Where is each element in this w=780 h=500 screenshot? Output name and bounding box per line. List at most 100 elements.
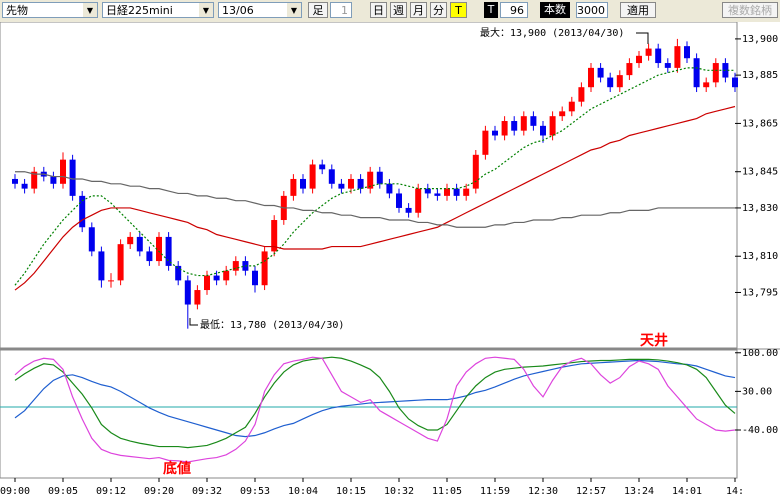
x-tick-label: 09:12 xyxy=(96,486,126,497)
y-tick-label: 13,885 xyxy=(742,70,778,81)
x-tick-label: 14: xyxy=(726,486,744,497)
series-line xyxy=(14,359,736,438)
candle-body xyxy=(31,171,38,189)
multi-button[interactable]: 複数銘柄 xyxy=(722,2,778,18)
candle-body xyxy=(511,121,518,131)
x-tick-label: 09:20 xyxy=(144,486,174,497)
series-line xyxy=(14,356,736,463)
top-annotation: 天井 xyxy=(640,332,668,349)
x-tick-label: 12:57 xyxy=(576,486,606,497)
candle-body xyxy=(520,116,527,131)
max-annotation: 最大：13,900 (2013/04/30) xyxy=(480,26,624,39)
candle-body xyxy=(348,178,354,189)
candle-body xyxy=(501,121,508,136)
symbol-select[interactable]: 日経225mini xyxy=(102,2,214,18)
candle-body xyxy=(12,178,18,184)
y-tick-label: 13,810 xyxy=(742,251,778,262)
candle-body xyxy=(616,75,623,88)
candle-body xyxy=(88,227,95,252)
min-annotation: 最低：13,780 (2013/04/30) xyxy=(200,318,344,331)
y-tick-label: 13,795 xyxy=(742,287,778,298)
x-tick-label: 09:00 xyxy=(0,486,30,497)
bars-input[interactable]: 3000 xyxy=(576,2,608,18)
x-tick-label: 14:01 xyxy=(672,486,702,497)
bottom-annotation: 底値 xyxy=(163,460,191,477)
x-tick-label: 09:53 xyxy=(240,486,270,497)
count-input[interactable]: 96 xyxy=(500,2,528,18)
max-pointer xyxy=(636,32,649,44)
candle-body xyxy=(732,77,738,88)
candle-body xyxy=(232,261,239,271)
candle-body xyxy=(165,236,172,266)
ashi-input[interactable]: 1 xyxy=(330,2,352,18)
x-tick-label: 10:04 xyxy=(288,486,318,497)
y-tick-label: 100.00 xyxy=(742,348,778,359)
candle-body xyxy=(146,251,153,262)
candle-body xyxy=(136,236,143,252)
candle-body xyxy=(357,178,364,189)
candle-body xyxy=(703,82,710,88)
candle-body xyxy=(712,63,719,83)
candle-body xyxy=(60,159,66,184)
x-tick-label: 11:05 xyxy=(432,486,462,497)
candle-body xyxy=(21,183,28,189)
candle-body xyxy=(722,63,729,78)
candle-body xyxy=(693,58,700,88)
candle-body xyxy=(338,183,345,189)
candle-body xyxy=(540,125,546,136)
candle-body xyxy=(300,178,306,189)
candle-body xyxy=(252,270,258,286)
candle-body xyxy=(108,280,114,282)
count-label: 本数 xyxy=(540,2,570,18)
apply-button[interactable]: 適用 xyxy=(620,2,656,18)
series-line xyxy=(15,171,735,228)
tick-button[interactable]: T xyxy=(450,2,467,18)
series-line xyxy=(14,67,735,286)
candle-body xyxy=(559,111,566,117)
market-select[interactable]: 先物 xyxy=(2,2,98,18)
candle-body xyxy=(290,178,297,196)
candle-body xyxy=(453,188,460,196)
oscillator-panel xyxy=(0,349,738,479)
candle-body xyxy=(463,188,470,196)
day-button[interactable]: 日 xyxy=(370,2,387,18)
y-tick-label: 13,900 xyxy=(742,34,778,45)
x-tick-label: 12:30 xyxy=(528,486,558,497)
y-tick-label: 13,830 xyxy=(742,203,778,214)
candle-body xyxy=(664,63,671,68)
series-line xyxy=(14,105,736,291)
candle-body xyxy=(674,46,681,68)
x-tick-label: 09:32 xyxy=(192,486,222,497)
candle-body xyxy=(588,67,594,88)
min-pointer xyxy=(189,318,198,326)
candle-body xyxy=(472,154,479,189)
candle-body xyxy=(175,265,182,281)
candle-body xyxy=(568,101,575,112)
t-label: T xyxy=(484,2,498,18)
week-button[interactable]: 週 xyxy=(390,2,407,18)
candle-body xyxy=(444,188,450,196)
candle-body xyxy=(50,176,57,184)
candle-body xyxy=(549,116,556,136)
x-tick-label: 13:24 xyxy=(624,486,654,497)
candle-body xyxy=(434,193,441,196)
y-tick-label: 13,865 xyxy=(742,118,778,129)
candle-body xyxy=(319,164,326,170)
candle-body xyxy=(367,171,374,189)
toolbar: 先物 日経225mini 13/06 足 1 日 週 月 分 T T 96 本数… xyxy=(0,0,780,22)
minute-button[interactable]: 分 xyxy=(430,2,447,18)
x-tick-label: 10:32 xyxy=(384,486,414,497)
month-button[interactable]: 月 xyxy=(410,2,427,18)
candle-body xyxy=(530,116,537,126)
candle-body xyxy=(492,130,498,136)
candle-body xyxy=(328,169,335,184)
month-select[interactable]: 13/06 xyxy=(218,2,302,18)
candle-body xyxy=(194,290,201,305)
candle-body xyxy=(424,188,431,194)
candle-body xyxy=(184,280,191,305)
candle-body xyxy=(261,251,268,286)
candle-body xyxy=(655,48,662,64)
candle-body xyxy=(79,195,86,228)
